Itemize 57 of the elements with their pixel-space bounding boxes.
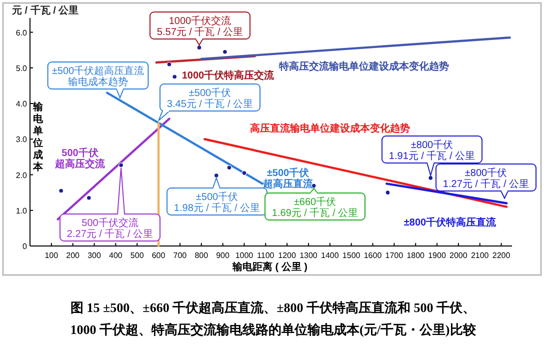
point <box>172 74 178 80</box>
x-tick-label: 1900 <box>428 251 446 260</box>
x-tick-label: 700 <box>173 251 188 260</box>
x-tick-label: 1600 <box>364 251 382 260</box>
annotation: ±800千伏 1.27元 / 千瓦 / 公里 <box>442 167 530 190</box>
text: 图 15 ±500、±660 千伏超高压直流、±800 千伏特高压直流和 500 千伏、 1000 千伏超、特高压交流输电线路的单位输电成本(元/千瓦・公里)比较 <box>70 300 477 337</box>
y-tick-label: 1.0 <box>16 206 28 216</box>
x-tick-label: 400 <box>109 251 123 260</box>
point <box>242 170 247 176</box>
point <box>222 49 228 54</box>
x-tick-label: 500 <box>130 251 144 260</box>
x-tick-label: 1500 <box>342 251 361 260</box>
annotation: ±500千伏超高压直流输电成本趋势 <box>52 65 144 88</box>
annotation: ±500千伏 3.45元 / 千瓦 / 公里 <box>166 87 254 110</box>
y-tick-label: 0 <box>22 242 28 251</box>
point <box>166 62 172 67</box>
annotation: 500千伏交流 2.27元 / 千瓦 / 公里 <box>66 217 154 240</box>
y-axis-title: 输电单位成本 <box>32 101 44 173</box>
x-tick-label: 1700 <box>385 251 404 260</box>
x-tick-label: 1300 <box>300 251 318 260</box>
y-tick-label: 4.0 <box>16 100 28 108</box>
annotation: 高压直流输电单位建设成本变化趋势 <box>250 122 410 134</box>
x-tick-label: 1800 <box>406 251 426 260</box>
annotation: ±800千伏 1.91元 / 千瓦 / 公里 <box>388 139 476 162</box>
x-tick-label: 1400 <box>321 251 340 260</box>
x-tick-label: 2100 <box>470 251 490 260</box>
x-tick-label: 300 <box>88 251 102 260</box>
x-tick-label: 100 <box>44 251 59 260</box>
annotation: 500千伏超高压交流 <box>54 147 106 170</box>
annotation: ±800千伏特高压直流 <box>404 216 498 228</box>
point <box>58 188 64 194</box>
point <box>428 175 434 180</box>
annotation: 1000千伏交流 5.57元 / 千瓦 / 公里 <box>156 15 244 38</box>
x-tick-label: 2200 <box>492 251 511 260</box>
x-tick-label: 1200 <box>278 251 297 260</box>
x-tick-label: 800 <box>194 251 209 260</box>
x-axis-title: 输电距离 ( 公里 ) <box>232 261 308 273</box>
x-tick-label: 600 <box>152 251 166 260</box>
text: 元 / 千瓦 / 公里 <box>11 4 79 16</box>
point <box>226 165 232 170</box>
annotation: ±660千伏 1.69元 / 千瓦 / 公里 <box>272 196 358 219</box>
annotation: 1000千伏特高压交流 <box>182 70 276 82</box>
y-tick-label: 5.0 <box>16 64 28 73</box>
x-tick-label: 2000 <box>450 251 468 260</box>
x-tick-label: 900 <box>216 251 230 260</box>
x-tick-label: 1000 <box>235 251 254 260</box>
point <box>385 190 390 196</box>
y-tick-label: 2.0 <box>16 170 28 180</box>
x-tick-label: 200 <box>66 251 80 260</box>
point <box>118 162 124 168</box>
annotation: ±500千伏 1.98元 / 千瓦 / 公里 <box>174 191 260 214</box>
annotation: ±500千伏超高压直流 <box>262 167 314 190</box>
y-tick-label: 6.0 <box>16 28 28 38</box>
point <box>196 45 202 50</box>
x-tick-label: 1100 <box>257 251 275 260</box>
y-tick-label: 3.0 <box>16 135 28 144</box>
annotation: 特高压交流输电单位建设成本变化趋势 <box>278 60 449 72</box>
